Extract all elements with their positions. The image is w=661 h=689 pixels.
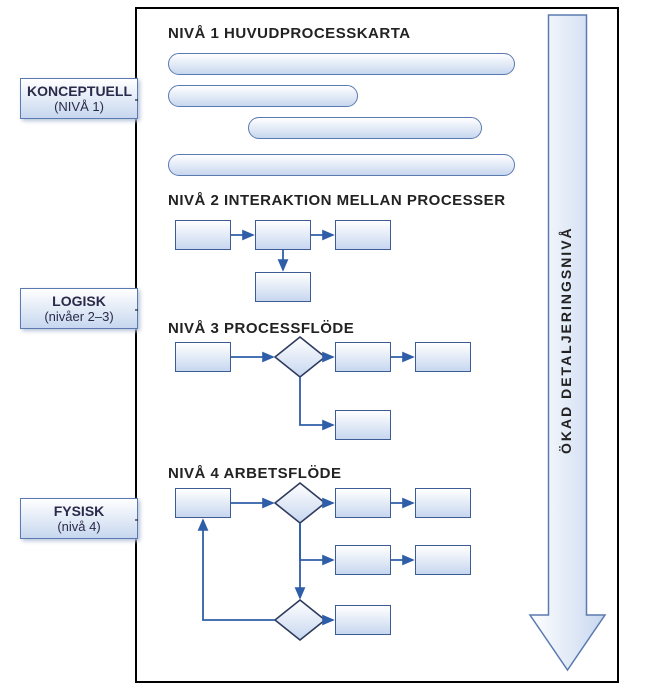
process-node-n3d [415, 342, 471, 372]
process-node-n4h [415, 545, 471, 575]
process-node-n3e [335, 410, 391, 440]
decision-d4a [275, 483, 325, 523]
edge [300, 377, 333, 425]
decision-d3 [275, 337, 325, 377]
decision-d4b [275, 600, 325, 640]
process-node-n4a [175, 488, 231, 518]
process-node-n3c [335, 342, 391, 372]
process-node-n4c [335, 488, 391, 518]
process-node-n4i [335, 605, 391, 635]
process-node-n4g [335, 545, 391, 575]
process-node-n3a [175, 342, 231, 372]
process-node-n2a [175, 220, 231, 250]
process-node-n2c [335, 220, 391, 250]
process-node-n4d [415, 488, 471, 518]
process-node-n2d [255, 272, 311, 302]
process-node-n2b [255, 220, 311, 250]
edge [300, 523, 333, 560]
detail-level-arrow-label: ÖKAD DETALJERINGSNIVÅ [558, 105, 574, 575]
edge [203, 520, 275, 620]
